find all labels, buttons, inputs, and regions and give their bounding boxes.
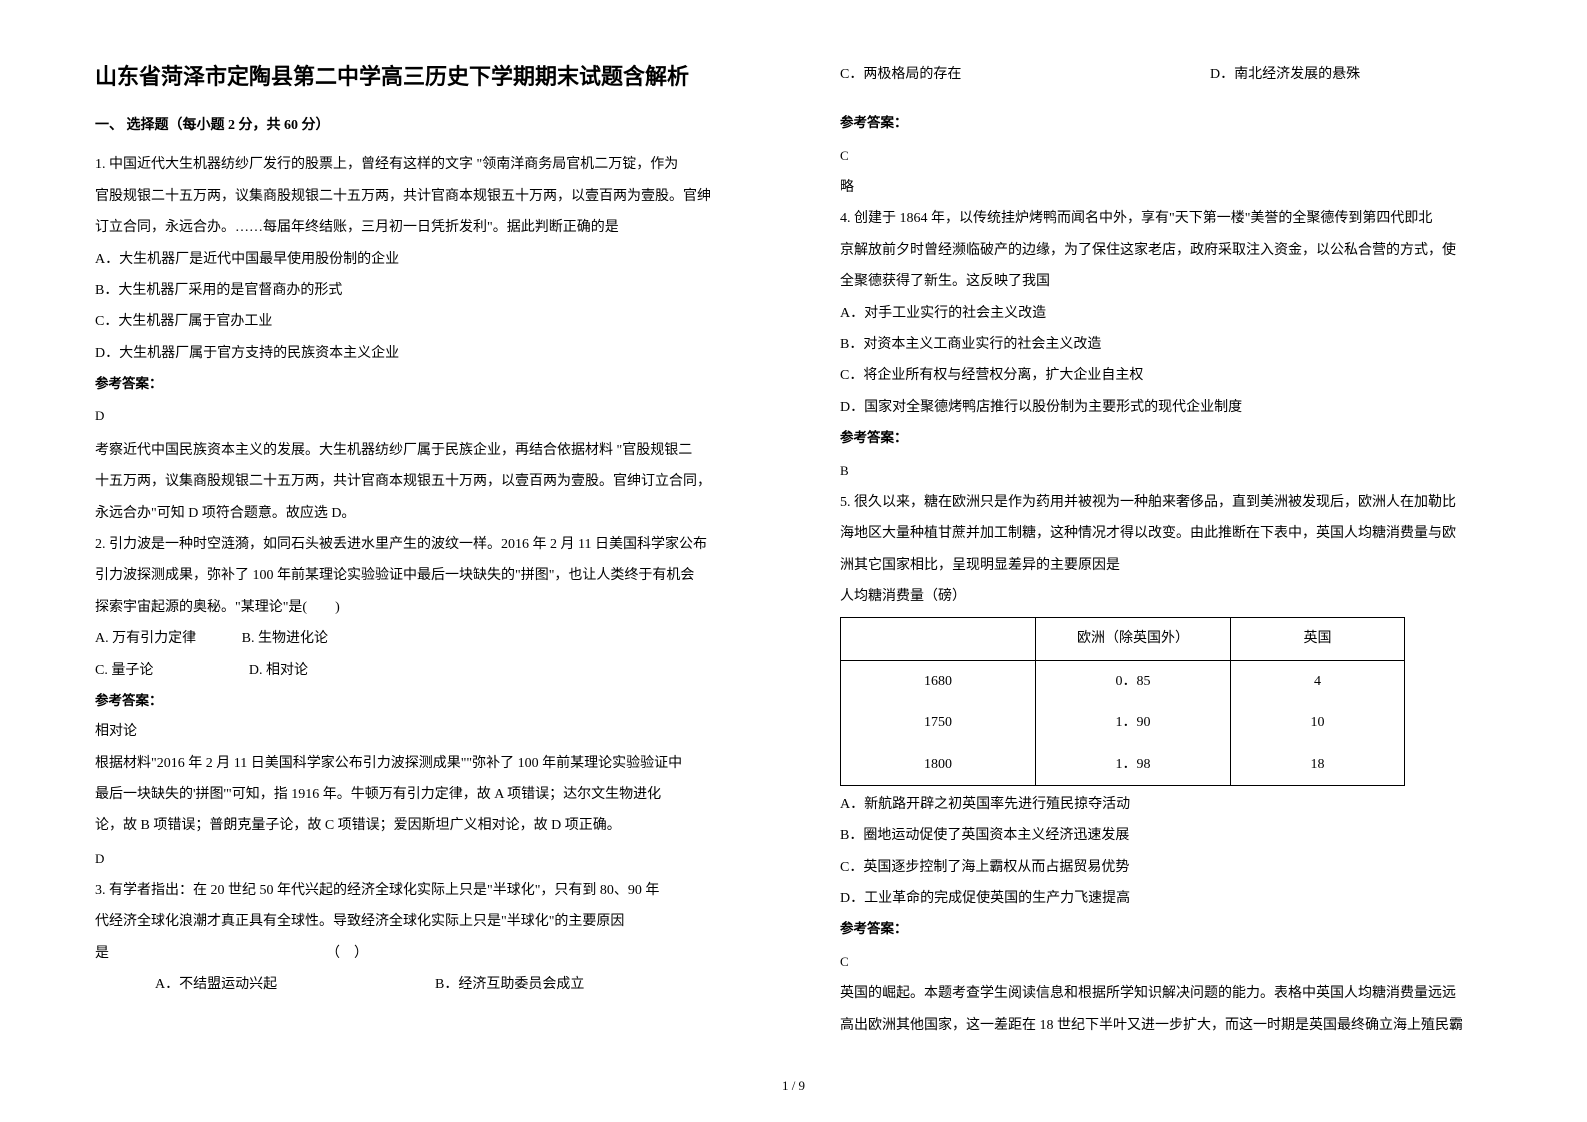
q1-option-a: A．大生机器厂是近代中国最早使用股份制的企业	[95, 245, 735, 274]
table-cell-year: 1680	[841, 660, 1036, 702]
q5-stem-line: 海地区大量种植甘蔗并加工制糖，这种情况才得以改变。由此推断在下表中，英国人均糖消…	[840, 519, 1480, 548]
page-container: 山东省菏泽市定陶县第二中学高三历史下学期期末试题含解析 一、 选择题（每小题 2…	[0, 0, 1587, 1072]
q5-option-a: A．新航路开辟之初英国率先进行殖民掠夺活动	[840, 790, 1480, 819]
table-header-row: 欧洲（除英国外） 英国	[841, 618, 1405, 660]
q4-stem-line: 京解放前夕时曾经濒临破产的边缘，为了保住这家老店，政府采取注入资金，以公私合营的…	[840, 236, 1480, 265]
q3-option-d: D．南北经济发展的悬殊	[1210, 60, 1360, 89]
q5-option-d: D．工业革命的完成促使英国的生产力飞速提高	[840, 884, 1480, 913]
q2-options-row2: C. 量子论 D. 相对论	[95, 656, 735, 685]
right-column: C．两极格局的存在 D．南北经济发展的悬殊 参考答案： C 略 4. 创建于 1…	[840, 60, 1480, 1042]
q1-option-d: D．大生机器厂属于官方支持的民族资本主义企业	[95, 339, 735, 368]
q5-stem-line: 洲其它国家相比，呈现明显差异的主要原因是	[840, 551, 1480, 580]
table-cell-year: 1750	[841, 702, 1036, 743]
q4-option-d: D．国家对全聚德烤鸭店推行以股份制为主要形式的现代企业制度	[840, 393, 1480, 422]
table-header-europe: 欧洲（除英国外）	[1036, 618, 1231, 660]
q3-option-b: B．经济互助委员会成立	[435, 970, 584, 999]
section-heading: 一、 选择题（每小题 2 分，共 60 分）	[95, 111, 735, 140]
q3-option-a: A．不结盟运动兴起	[95, 970, 435, 999]
table-cell-europe: 1．98	[1036, 744, 1231, 786]
q3-explanation: 略	[840, 173, 1480, 202]
q2-answer: 相对论	[95, 717, 735, 746]
q4-option-a: A．对手工业实行的社会主义改造	[840, 299, 1480, 328]
q3-option-c: C．两极格局的存在	[840, 60, 1210, 89]
document-title: 山东省菏泽市定陶县第二中学高三历史下学期期末试题含解析	[95, 60, 735, 93]
q2-options-row1: A. 万有引力定律 B. 生物进化论	[95, 624, 735, 653]
q2-stem-line: 探索宇宙起源的奥秘。"某理论"是( )	[95, 593, 735, 622]
page-footer: 1 / 9	[0, 1078, 1587, 1094]
q3-options-row1: A．不结盟运动兴起 B．经济互助委员会成立	[95, 970, 735, 999]
q5-stem-line: 5. 很久以来，糖在欧洲只是作为药用并被视为一种舶来奢侈品，直到美洲被发现后，欧…	[840, 488, 1480, 517]
q2-stem-line: 引力波探测成果，弥补了 100 年前某理论实验验证中最后一块缺失的"拼图"，也让…	[95, 561, 735, 590]
q1-stem-line: 订立合同，永远合办。……每届年终结账，三月初一日凭折发利"。据此判断正确的是	[95, 213, 735, 242]
q5-answer: C	[840, 948, 1480, 975]
table-cell-year: 1800	[841, 744, 1036, 786]
q3-answer: C	[840, 142, 1480, 169]
q2-answer-letter: D	[95, 845, 735, 872]
left-column: 山东省菏泽市定陶县第二中学高三历史下学期期末试题含解析 一、 选择题（每小题 2…	[95, 60, 735, 1042]
q1-answer-head: 参考答案：	[95, 370, 735, 398]
q5-option-b: B．圈地运动促使了英国资本主义经济迅速发展	[840, 821, 1480, 850]
q5-option-c: C．英国逐步控制了海上霸权从而占据贸易优势	[840, 853, 1480, 882]
q2-answer-head: 参考答案：	[95, 687, 735, 715]
q2-option-c: C. 量子论	[95, 656, 153, 685]
q4-option-b: B．对资本主义工商业实行的社会主义改造	[840, 330, 1480, 359]
table-cell-europe: 0．85	[1036, 660, 1231, 702]
q4-stem-line: 全聚德获得了新生。这反映了我国	[840, 267, 1480, 296]
q3-options-row2: C．两极格局的存在 D．南北经济发展的悬殊	[840, 60, 1480, 89]
q3-stem-line: 代经济全球化浪潮才真正具有全球性。导致经济全球化实际上只是"半球化"的主要原因	[95, 907, 735, 936]
q1-explanation-line: 十五万两，议集商股规银二十五万两，共计官商本规银五十万两，以壹百两为壹股。官绅订…	[95, 467, 735, 496]
q4-option-c: C．将企业所有权与经营权分离，扩大企业自主权	[840, 361, 1480, 390]
q1-option-c: C．大生机器厂属于官办工业	[95, 307, 735, 336]
q1-stem-line: 1. 中国近代大生机器纺纱厂发行的股票上，曾经有这样的文字 "领南洋商务局官机二…	[95, 150, 735, 179]
table-row: 1750 1．90 10	[841, 702, 1405, 743]
q2-explanation-line: 论，故 B 项错误；普朗克量子论，故 C 项错误；爱因斯坦广义相对论，故 D 项…	[95, 811, 735, 840]
q5-table-title: 人均糖消费量（磅）	[840, 582, 1480, 611]
sugar-consumption-table: 欧洲（除英国外） 英国 1680 0．85 4 1750 1．90 10 180…	[840, 617, 1405, 786]
q2-explanation-line: 最后一块缺失的'拼图'"可知，指 1916 年。牛顿万有引力定律，故 A 项错误…	[95, 780, 735, 809]
q2-option-b: B. 生物进化论	[242, 624, 328, 653]
q5-explanation-line: 高出欧洲其他国家，这一差距在 18 世纪下半叶又进一步扩大，而这一时期是英国最终…	[840, 1011, 1480, 1040]
table-row: 1680 0．85 4	[841, 660, 1405, 702]
table-header-blank	[841, 618, 1036, 660]
table-cell-europe: 1．90	[1036, 702, 1231, 743]
table-header-uk: 英国	[1231, 618, 1405, 660]
q1-explanation-line: 考察近代中国民族资本主义的发展。大生机器纺纱厂属于民族企业，再结合依据材料 "官…	[95, 436, 735, 465]
table-cell-uk: 10	[1231, 702, 1405, 743]
q5-explanation-line: 英国的崛起。本题考查学生阅读信息和根据所学知识解决问题的能力。表格中英国人均糖消…	[840, 979, 1480, 1008]
q1-option-b: B．大生机器厂采用的是官督商办的形式	[95, 276, 735, 305]
q1-stem-line: 官股规银二十五万两，议集商股规银二十五万两，共计官商本规银五十万两，以壹百两为壹…	[95, 182, 735, 211]
table-cell-uk: 18	[1231, 744, 1405, 786]
q4-stem-line: 4. 创建于 1864 年，以传统挂炉烤鸭而闻名中外，享有"天下第一楼"美誉的全…	[840, 204, 1480, 233]
q3-stem-line: 是 （ ）	[95, 939, 735, 968]
q3-stem-line: 3. 有学者指出：在 20 世纪 50 年代兴起的经济全球化实际上只是"半球化"…	[95, 876, 735, 905]
q5-answer-head: 参考答案：	[840, 915, 1480, 943]
q4-answer: B	[840, 457, 1480, 484]
q2-explanation-line: 根据材料"2016 年 2 月 11 日美国科学家公布引力波探测成果""弥补了 …	[95, 749, 735, 778]
q2-option-d: D. 相对论	[249, 656, 308, 685]
q3-answer-head: 参考答案：	[840, 109, 1480, 137]
q1-explanation-line: 永远合办"可知 D 项符合题意。故应选 D。	[95, 499, 735, 528]
table-row: 1800 1．98 18	[841, 744, 1405, 786]
q2-option-a: A. 万有引力定律	[95, 624, 196, 653]
table-cell-uk: 4	[1231, 660, 1405, 702]
q1-answer: D	[95, 402, 735, 429]
q4-answer-head: 参考答案：	[840, 424, 1480, 452]
q2-stem-line: 2. 引力波是一种时空涟漪，如同石头被丢进水里产生的波纹一样。2016 年 2 …	[95, 530, 735, 559]
